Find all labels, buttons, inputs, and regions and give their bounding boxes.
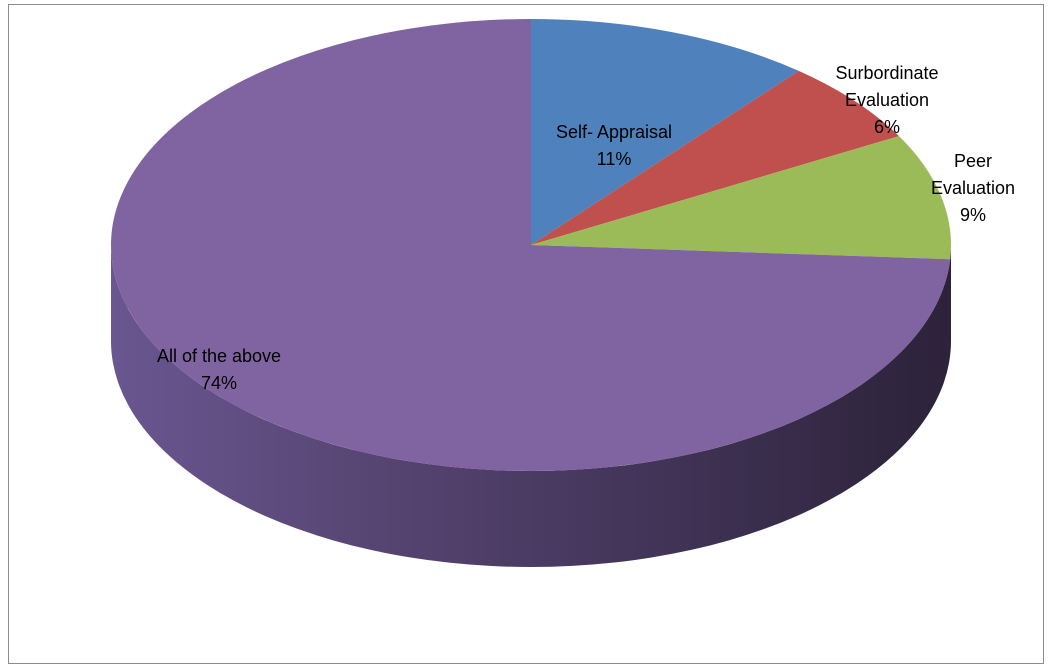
label-peer-evaluation: Peer Evaluation 9% — [931, 151, 1015, 225]
label-self-appraisal: Self- Appraisal 11% — [556, 122, 672, 169]
slice-all-of-the-above — [110, 19, 951, 471]
label-surbordinate-evaluation: Surbordinate Evaluation 6% — [835, 63, 938, 137]
pie-chart: Self- Appraisal 11% Surbordinate Evaluation… — [110, 19, 1015, 567]
slice-self-appraisal — [531, 19, 799, 245]
slice-surbordinate-evaluation — [531, 70, 900, 245]
chart-area: Self- Appraisal 11% Surbordinate Evaluation… — [8, 4, 1044, 664]
label-all-of-the-above: All of the above 74% — [157, 346, 281, 393]
pie-side-wall — [111, 245, 951, 567]
pie-labels: Self- Appraisal 11% Surbordinate Evaluation… — [157, 63, 1015, 393]
pie-sides — [111, 245, 951, 567]
slice-peer-evaluation — [531, 136, 951, 260]
pie-slices — [110, 19, 951, 471]
